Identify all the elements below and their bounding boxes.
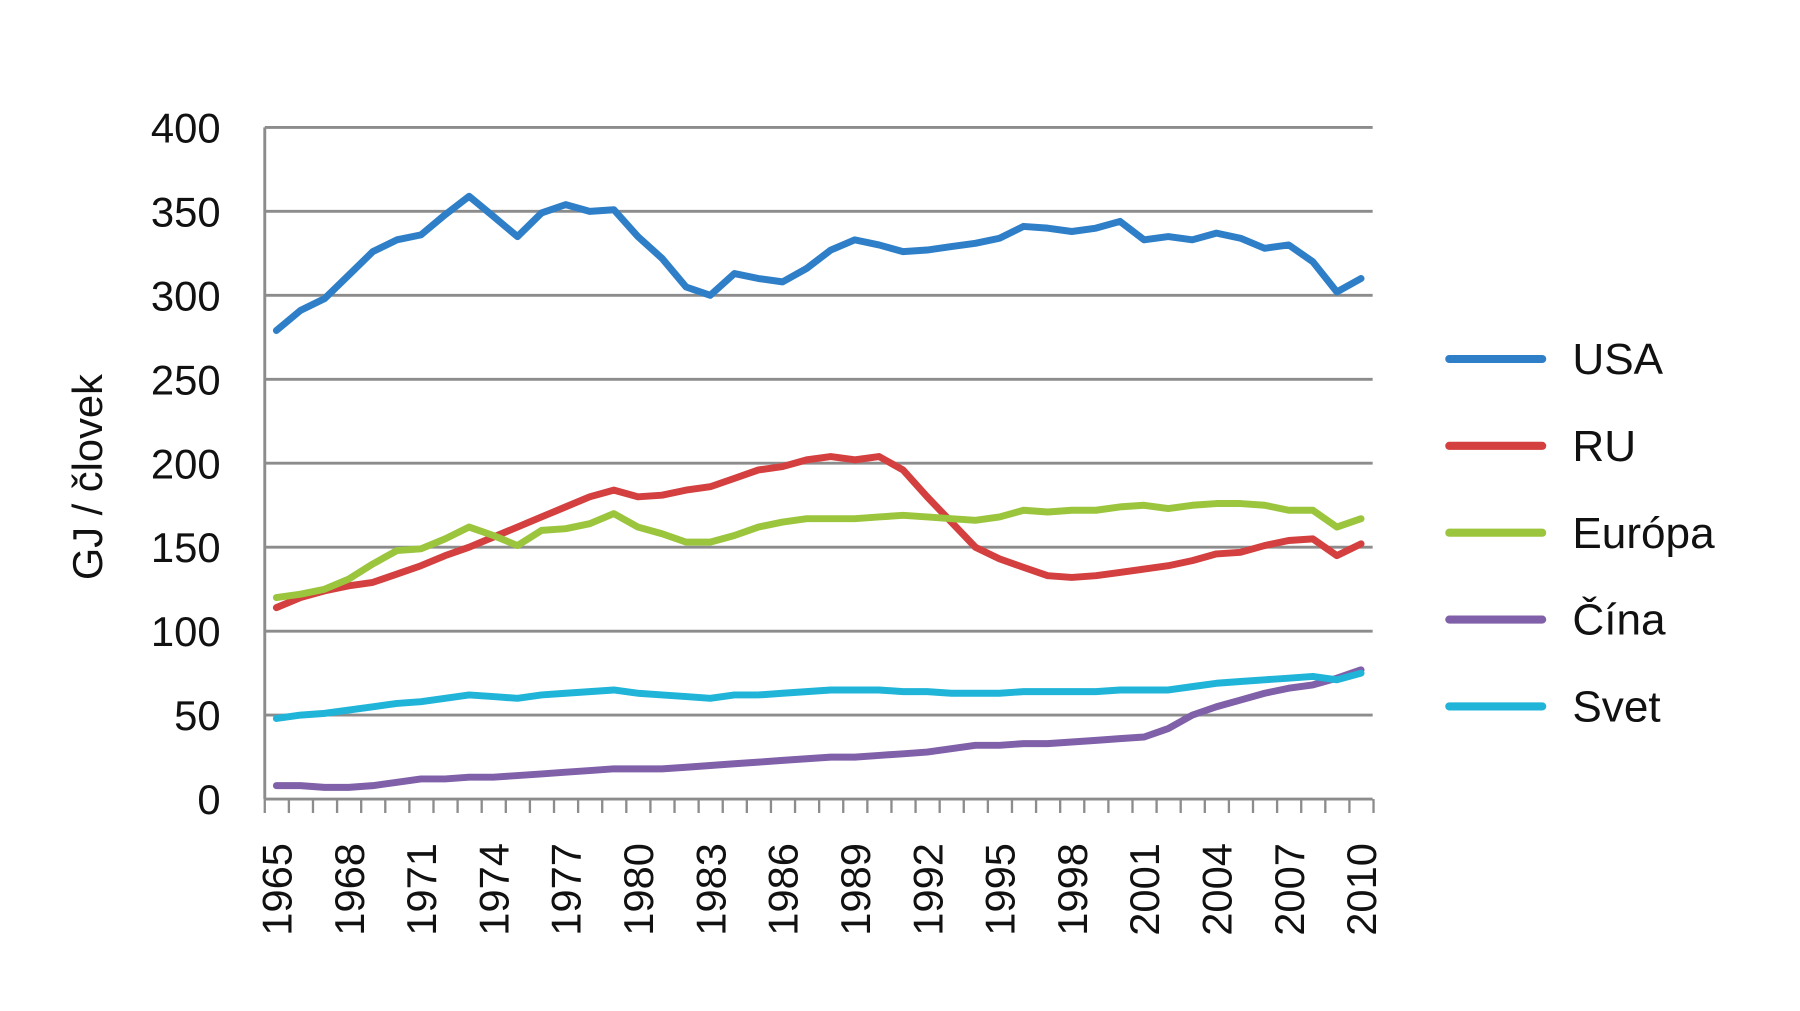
y-tick-label: 200 xyxy=(151,440,221,487)
x-tick-label: 2001 xyxy=(1121,843,1168,936)
y-tick-label: 100 xyxy=(151,608,221,655)
x-tick-label: 1974 xyxy=(470,843,517,936)
x-tick-labels: 1965 1968 1971 1974 1977 1980 1983 1986 1989 1992… xyxy=(253,843,1385,936)
x-tick-label: 1989 xyxy=(832,843,879,936)
y-axis-label: GJ / človek xyxy=(64,374,111,580)
series-line-2 xyxy=(272,500,1365,602)
x-tick-label: 1983 xyxy=(687,843,734,936)
x-tick-label: 1980 xyxy=(615,843,662,936)
x-tick-label: 1995 xyxy=(977,843,1024,936)
series-line-4 xyxy=(272,669,1365,722)
series-line-0 xyxy=(272,192,1365,334)
x-tick-label: 1977 xyxy=(543,843,590,936)
y-tick-label: 400 xyxy=(151,104,221,151)
legend-item: USA xyxy=(1445,335,1664,384)
y-tick-label: 350 xyxy=(151,188,221,235)
x-tick-label: 1971 xyxy=(398,843,445,936)
x-tick-label: 1986 xyxy=(760,843,807,936)
legend-label: RU xyxy=(1572,422,1636,471)
legend-item: Čína xyxy=(1445,595,1666,645)
y-tick-labels: 0 50 100 150 200 250 300 350 400 xyxy=(151,104,221,823)
series-line-3 xyxy=(272,666,1365,791)
y-tick-label: 0 xyxy=(197,776,220,823)
x-tick-label: 2007 xyxy=(1266,843,1313,936)
legend-item: Európa xyxy=(1445,509,1715,558)
y-tick-label: 50 xyxy=(174,692,220,739)
series-line-1 xyxy=(272,453,1365,612)
x-tick-label: 1992 xyxy=(904,843,951,936)
y-tick-label: 250 xyxy=(151,356,221,403)
legend-label: Svet xyxy=(1572,683,1660,732)
legend: USA RU Európa Čína Svet xyxy=(1445,335,1715,732)
legend-label: Európa xyxy=(1572,509,1715,558)
x-tick-label: 1968 xyxy=(326,843,373,936)
x-tick-label: 2004 xyxy=(1193,843,1240,936)
gridlines xyxy=(264,125,1373,717)
legend-label: USA xyxy=(1572,335,1663,384)
x-tick-label: 1965 xyxy=(253,843,300,936)
axes xyxy=(263,127,1375,813)
y-tick-label: 300 xyxy=(151,272,221,319)
y-tick-label: 150 xyxy=(151,524,221,571)
legend-item: RU xyxy=(1445,422,1636,471)
x-tick-label: 1998 xyxy=(1049,843,1096,936)
legend-label: Čína xyxy=(1572,595,1666,645)
legend-item: Svet xyxy=(1445,683,1661,732)
x-tick-label: 2010 xyxy=(1338,843,1385,936)
series-lines xyxy=(272,192,1365,791)
